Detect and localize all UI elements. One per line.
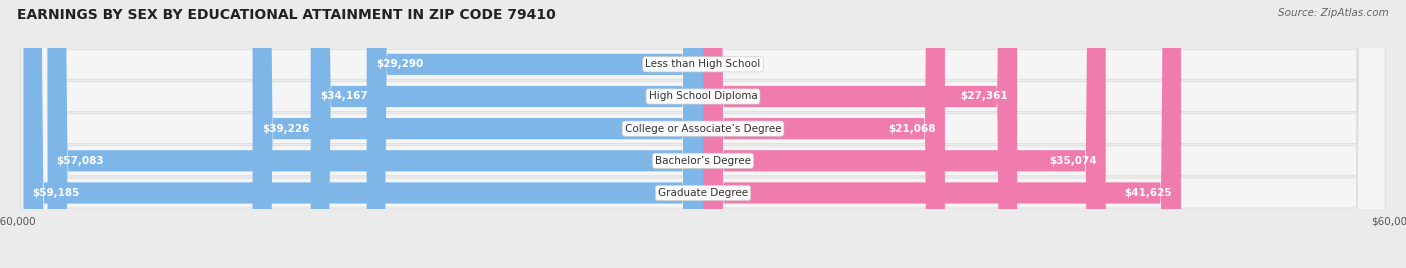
FancyBboxPatch shape: [24, 0, 703, 268]
Text: $57,083: $57,083: [56, 156, 104, 166]
Text: $34,167: $34,167: [321, 91, 367, 102]
Text: $35,074: $35,074: [1049, 156, 1097, 166]
Text: College or Associate’s Degree: College or Associate’s Degree: [624, 124, 782, 134]
FancyBboxPatch shape: [21, 0, 1385, 268]
FancyBboxPatch shape: [703, 0, 1105, 268]
Text: $29,290: $29,290: [375, 59, 423, 69]
Text: $41,625: $41,625: [1125, 188, 1171, 198]
Text: $27,361: $27,361: [960, 91, 1008, 102]
FancyBboxPatch shape: [311, 0, 703, 268]
Text: EARNINGS BY SEX BY EDUCATIONAL ATTAINMENT IN ZIP CODE 79410: EARNINGS BY SEX BY EDUCATIONAL ATTAINMEN…: [17, 8, 555, 22]
FancyBboxPatch shape: [703, 0, 1181, 268]
FancyBboxPatch shape: [703, 0, 1017, 268]
Text: $21,068: $21,068: [889, 124, 936, 134]
Text: $0: $0: [720, 59, 734, 69]
Text: Graduate Degree: Graduate Degree: [658, 188, 748, 198]
Text: Bachelor’s Degree: Bachelor’s Degree: [655, 156, 751, 166]
FancyBboxPatch shape: [21, 0, 1385, 268]
Text: High School Diploma: High School Diploma: [648, 91, 758, 102]
Text: $59,185: $59,185: [32, 188, 80, 198]
FancyBboxPatch shape: [703, 0, 945, 268]
FancyBboxPatch shape: [21, 0, 1385, 268]
FancyBboxPatch shape: [48, 0, 703, 268]
FancyBboxPatch shape: [367, 0, 703, 268]
Text: Less than High School: Less than High School: [645, 59, 761, 69]
FancyBboxPatch shape: [21, 0, 1385, 268]
FancyBboxPatch shape: [21, 0, 1385, 268]
Text: Source: ZipAtlas.com: Source: ZipAtlas.com: [1278, 8, 1389, 18]
Text: $39,226: $39,226: [262, 124, 309, 134]
FancyBboxPatch shape: [253, 0, 703, 268]
